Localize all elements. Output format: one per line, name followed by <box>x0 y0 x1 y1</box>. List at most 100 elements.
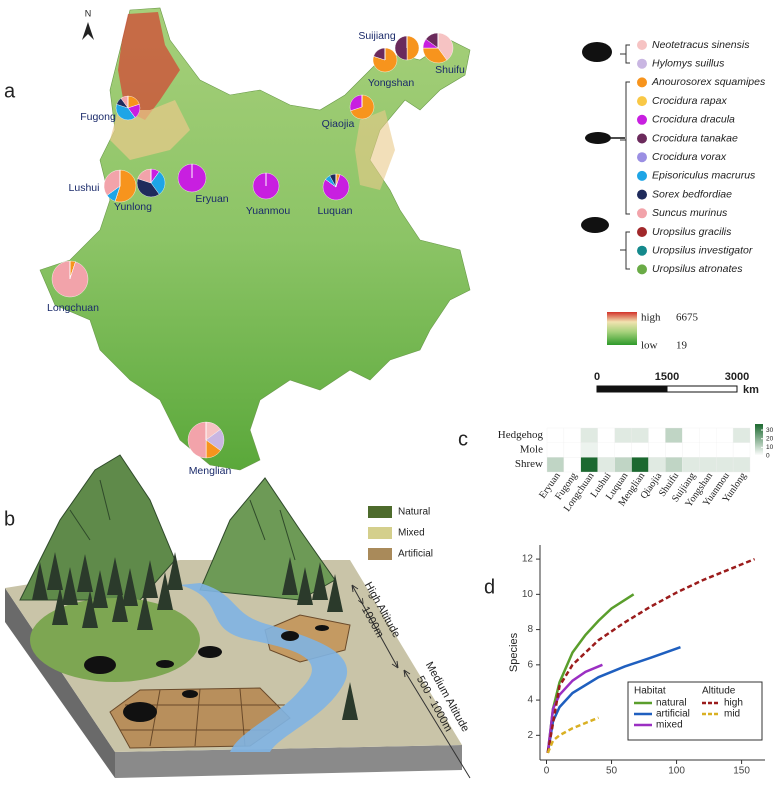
species-name: Crocidura vorax <box>652 151 727 163</box>
series-line <box>546 557 756 754</box>
species-name: Crocidura rapax <box>652 95 727 107</box>
species-name: Neotetracus sinensis <box>652 39 750 51</box>
tree <box>62 567 78 605</box>
tree <box>52 587 68 625</box>
colorbar-step <box>755 440 763 443</box>
heat-cell <box>580 427 598 443</box>
pie-slice <box>394 35 408 61</box>
altitude-arrow <box>403 669 471 779</box>
shrew <box>156 660 174 668</box>
elevation-high-label: high <box>641 312 661 324</box>
legend-label: artificial <box>656 709 690 720</box>
panel-label: a <box>4 80 16 102</box>
heat-cell <box>546 427 565 443</box>
species-name: Hylomys suillus <box>652 57 725 69</box>
legend-label: mid <box>724 709 740 720</box>
species-name: Anourosorex squamipes <box>651 76 766 88</box>
colorbar-step <box>755 450 763 453</box>
legend-swatch <box>637 264 647 275</box>
row-label: Shrew <box>515 458 543 470</box>
y-tick-label: 4 <box>527 695 533 706</box>
tree <box>327 574 343 612</box>
species-name: Uropsilus investigator <box>652 244 753 256</box>
heat-cell <box>631 442 649 458</box>
legend-swatch <box>368 527 392 539</box>
tree <box>82 590 98 628</box>
heat-cell <box>665 442 683 458</box>
heat-cell <box>597 457 615 473</box>
site-label: Longchuan <box>47 302 99 314</box>
altitude-arrow <box>351 584 399 669</box>
colorbar-step <box>755 428 763 431</box>
heat-cell <box>732 442 751 458</box>
site-label: Lushui <box>69 182 100 194</box>
colorbar-step <box>755 424 763 427</box>
pie-slice <box>422 47 448 64</box>
scale-label: 1500 <box>655 371 679 383</box>
heat-cell <box>563 427 581 443</box>
heat-cell <box>682 457 700 473</box>
heat-cell <box>563 442 581 458</box>
mole <box>281 631 299 641</box>
north-arrow <box>82 22 94 40</box>
scale-unit: km <box>743 384 759 396</box>
pie-slice <box>136 178 160 198</box>
x-tick-label: 150 <box>733 766 750 777</box>
shrew-icon <box>585 132 611 144</box>
pie-slice <box>114 169 137 203</box>
series-line <box>546 663 603 754</box>
pie-slice <box>406 35 420 61</box>
panel-label: b <box>4 508 15 530</box>
panel-label: c <box>458 428 468 450</box>
legend-label: natural <box>656 698 687 709</box>
scale-label: 3000 <box>725 371 749 383</box>
x-tick-label: 0 <box>544 766 550 777</box>
legend-swatch <box>637 189 647 200</box>
row-label: Hedgehog <box>498 429 544 441</box>
colorbar-step <box>755 448 763 451</box>
tree <box>77 554 93 592</box>
site-label: Luquan <box>317 205 352 217</box>
heat-cell <box>546 457 565 473</box>
heat-cell <box>631 427 649 443</box>
colorbar-step <box>755 430 763 433</box>
heat-cell <box>665 427 683 443</box>
colorbar-label: 20 <box>766 435 774 442</box>
tree <box>122 568 138 606</box>
heat-cell <box>732 427 751 443</box>
y-tick-label: 10 <box>522 589 534 600</box>
species-name: Crocidura dracula <box>652 114 735 126</box>
heat-cell <box>597 427 615 443</box>
tree <box>92 570 108 608</box>
species-name: Sorex bedfordiae <box>652 188 732 200</box>
mole <box>198 646 222 658</box>
colorbar-label: 10 <box>766 444 774 451</box>
hedgehog <box>123 702 157 722</box>
legend-title: Habitat <box>634 686 666 697</box>
panel-label: d <box>484 576 495 598</box>
colorbar-step <box>755 432 763 435</box>
colorbar-step <box>755 454 763 457</box>
species-name: Uropsilus gracilis <box>652 226 732 238</box>
block-front <box>115 745 462 778</box>
legend-label: Mixed <box>398 528 425 539</box>
y-axis-title: Species <box>508 632 520 672</box>
elevation-low: 19 <box>676 340 688 352</box>
natural-patch <box>30 598 200 682</box>
species-name: Episoriculus macrurus <box>652 170 756 182</box>
legend-label: Natural <box>398 507 430 518</box>
colorbar-label: 0 <box>766 453 770 460</box>
scale-label: 0 <box>594 371 600 383</box>
heat-cell <box>563 457 581 473</box>
colorbar-step <box>755 438 763 441</box>
field-grid <box>120 688 285 747</box>
legend-label: mixed <box>656 720 683 731</box>
heat-cell <box>648 427 666 443</box>
pie-slice <box>150 171 166 195</box>
tree <box>297 567 313 605</box>
tree <box>142 560 158 598</box>
row-label: Mole <box>520 444 543 456</box>
heat-cell <box>580 457 598 473</box>
legend-title: Altitude <box>702 686 736 697</box>
